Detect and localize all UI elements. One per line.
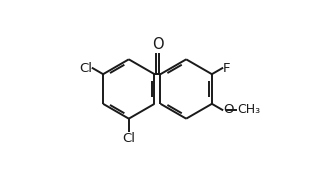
Text: O: O [223, 103, 234, 116]
Text: O: O [152, 37, 163, 53]
Text: Cl: Cl [79, 62, 92, 75]
Text: Cl: Cl [122, 132, 135, 145]
Text: F: F [223, 62, 231, 75]
Text: CH₃: CH₃ [237, 103, 260, 116]
